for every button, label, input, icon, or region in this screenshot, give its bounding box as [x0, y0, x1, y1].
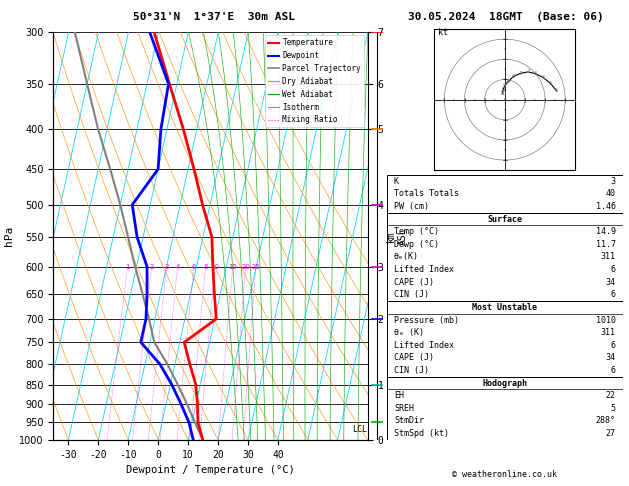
X-axis label: Dewpoint / Temperature (°C): Dewpoint / Temperature (°C)	[126, 465, 295, 475]
Text: Temp (°C): Temp (°C)	[394, 227, 439, 236]
Text: 9: 9	[501, 87, 505, 92]
Text: 15: 15	[228, 263, 237, 270]
Text: 30.05.2024  18GMT  (Base: 06): 30.05.2024 18GMT (Base: 06)	[408, 12, 604, 22]
Text: kt: kt	[438, 28, 448, 37]
Text: 7: 7	[518, 71, 521, 76]
Text: 5: 5	[611, 404, 616, 413]
Text: Dewp (°C): Dewp (°C)	[394, 240, 439, 249]
Text: 6: 6	[534, 71, 537, 76]
Text: Pressure (mb): Pressure (mb)	[394, 315, 459, 325]
Text: 25: 25	[252, 263, 260, 270]
Text: 8: 8	[203, 263, 208, 270]
Text: 14.9: 14.9	[596, 227, 616, 236]
Text: 20: 20	[241, 263, 250, 270]
Text: SREH: SREH	[394, 404, 414, 413]
Text: 40: 40	[606, 190, 616, 198]
Text: CIN (J): CIN (J)	[394, 366, 429, 375]
Text: 1.46: 1.46	[596, 202, 616, 211]
Legend: Temperature, Dewpoint, Parcel Trajectory, Dry Adiabat, Wet Adiabat, Isotherm, Mi: Temperature, Dewpoint, Parcel Trajectory…	[265, 35, 364, 127]
Text: 3: 3	[611, 177, 616, 186]
Text: 10: 10	[211, 263, 220, 270]
Text: LCL: LCL	[352, 425, 367, 434]
Text: 6: 6	[611, 290, 616, 299]
Text: 34: 34	[606, 353, 616, 363]
Text: θₑ (K): θₑ (K)	[394, 328, 424, 337]
Text: 1010: 1010	[596, 315, 616, 325]
Y-axis label: hPa: hPa	[4, 226, 14, 246]
Text: 6: 6	[542, 75, 545, 80]
Text: 5: 5	[548, 81, 552, 86]
Text: 22: 22	[606, 391, 616, 400]
Text: θₑ(K): θₑ(K)	[394, 252, 419, 261]
Text: 8: 8	[511, 74, 515, 79]
Text: StmSpd (kt): StmSpd (kt)	[394, 429, 449, 438]
Text: StmDir: StmDir	[394, 417, 424, 425]
Text: 5: 5	[555, 88, 558, 93]
Text: 288°: 288°	[596, 417, 616, 425]
Text: 4: 4	[175, 263, 180, 270]
Text: CIN (J): CIN (J)	[394, 290, 429, 299]
Y-axis label: km
ASL: km ASL	[386, 227, 408, 244]
Text: PW (cm): PW (cm)	[394, 202, 429, 211]
Text: K: K	[394, 177, 399, 186]
Text: Most Unstable: Most Unstable	[472, 303, 537, 312]
Text: Surface: Surface	[487, 215, 522, 224]
Text: 34: 34	[606, 278, 616, 287]
Text: 311: 311	[601, 328, 616, 337]
Text: 6: 6	[611, 366, 616, 375]
Text: Lifted Index: Lifted Index	[394, 265, 454, 274]
Text: 1: 1	[125, 263, 130, 270]
Text: 6: 6	[191, 263, 196, 270]
Text: 2: 2	[150, 263, 154, 270]
Text: EH: EH	[394, 391, 404, 400]
Text: 9: 9	[503, 83, 506, 88]
Text: 8: 8	[506, 79, 509, 84]
Text: CAPE (J): CAPE (J)	[394, 278, 434, 287]
Text: 311: 311	[601, 252, 616, 261]
Text: Totals Totals: Totals Totals	[394, 190, 459, 198]
Text: 50°31'N  1°37'E  30m ASL: 50°31'N 1°37'E 30m ASL	[133, 12, 295, 22]
Text: 10: 10	[499, 91, 506, 96]
Text: 3: 3	[164, 263, 169, 270]
Text: Lifted Index: Lifted Index	[394, 341, 454, 350]
Text: 6: 6	[611, 265, 616, 274]
Text: Hodograph: Hodograph	[482, 379, 527, 387]
Text: 6: 6	[611, 341, 616, 350]
Text: 7: 7	[526, 69, 530, 74]
Text: © weatheronline.co.uk: © weatheronline.co.uk	[452, 469, 557, 479]
Text: CAPE (J): CAPE (J)	[394, 353, 434, 363]
Text: 11.7: 11.7	[596, 240, 616, 249]
Text: 27: 27	[606, 429, 616, 438]
